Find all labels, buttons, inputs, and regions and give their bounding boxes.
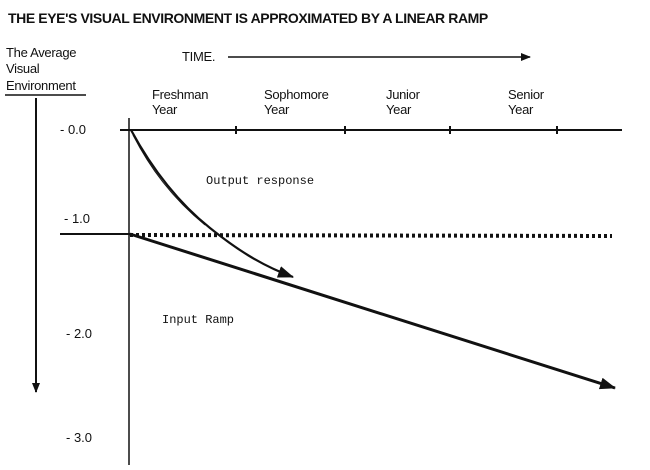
input-ramp-label: Input Ramp <box>162 313 234 327</box>
y-axis-label: The Average Visual Environment <box>6 45 80 93</box>
level-minus-one-dashed <box>129 233 613 238</box>
y-axis-label-line-2: Visual <box>6 61 40 76</box>
y-axis-label-line-1: The Average <box>6 45 76 60</box>
y-axis-label-line-3: Environment <box>6 78 76 93</box>
input-ramp-line <box>129 232 616 390</box>
x-axis-label: TIME. <box>182 49 215 64</box>
y-tick-label-1: - 1.0 <box>64 211 90 226</box>
diagram-title: THE EYE'S VISUAL ENVIRONMENT IS APPROXIM… <box>8 10 488 26</box>
y-tick-label-0: - 0.0 <box>60 122 86 137</box>
period-label-freshman: Freshman Year <box>152 87 211 117</box>
period-label-junior: Junior Year <box>386 87 423 117</box>
period-label-sophomore: Sophomore Year <box>264 87 332 117</box>
y-tick-label-2: - 2.0 <box>66 326 92 341</box>
output-response-curve <box>130 129 294 279</box>
y-tick-label-3: - 3.0 <box>66 430 92 445</box>
output-response-label: Output response <box>206 174 314 188</box>
period-label-senior: Senior Year <box>508 87 547 117</box>
output-response-curve-echo <box>132 134 206 226</box>
